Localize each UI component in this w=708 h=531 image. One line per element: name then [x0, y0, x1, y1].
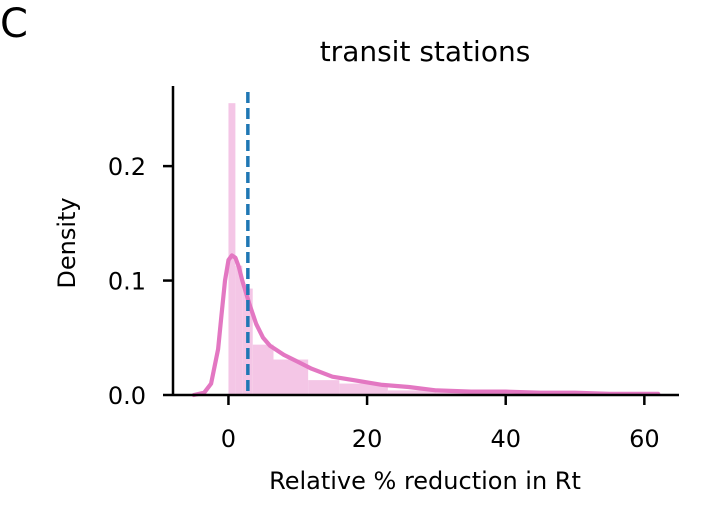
x-tick-label: 60 — [629, 425, 660, 453]
chart-title: transit stations — [320, 35, 531, 68]
x-tick-label: 0 — [221, 425, 236, 453]
panel-label: C — [0, 1, 28, 47]
x-tick-label: 40 — [490, 425, 521, 453]
y-tick-label: 0.0 — [108, 382, 146, 410]
y-tick-label: 0.2 — [108, 153, 146, 181]
x-ticks: 0 20 40 60 — [221, 395, 660, 453]
histogram-bar — [252, 344, 274, 395]
histogram-bar — [235, 265, 243, 395]
histogram-bar — [387, 390, 437, 395]
histogram-bar — [339, 383, 388, 395]
x-axis-label: Relative % reduction in Rt — [269, 467, 581, 495]
y-tick-label: 0.1 — [108, 268, 146, 296]
axes: 0 20 40 60 0.0 0.1 0.2 — [108, 86, 679, 453]
histogram-bar — [308, 380, 340, 395]
y-axis-label: Density — [53, 197, 81, 288]
y-ticks: 0.0 0.1 0.2 — [108, 153, 173, 410]
histogram-bars — [228, 103, 659, 396]
kde-curve — [191, 253, 661, 398]
x-tick-label: 20 — [352, 425, 383, 453]
histogram-bar — [228, 103, 236, 396]
